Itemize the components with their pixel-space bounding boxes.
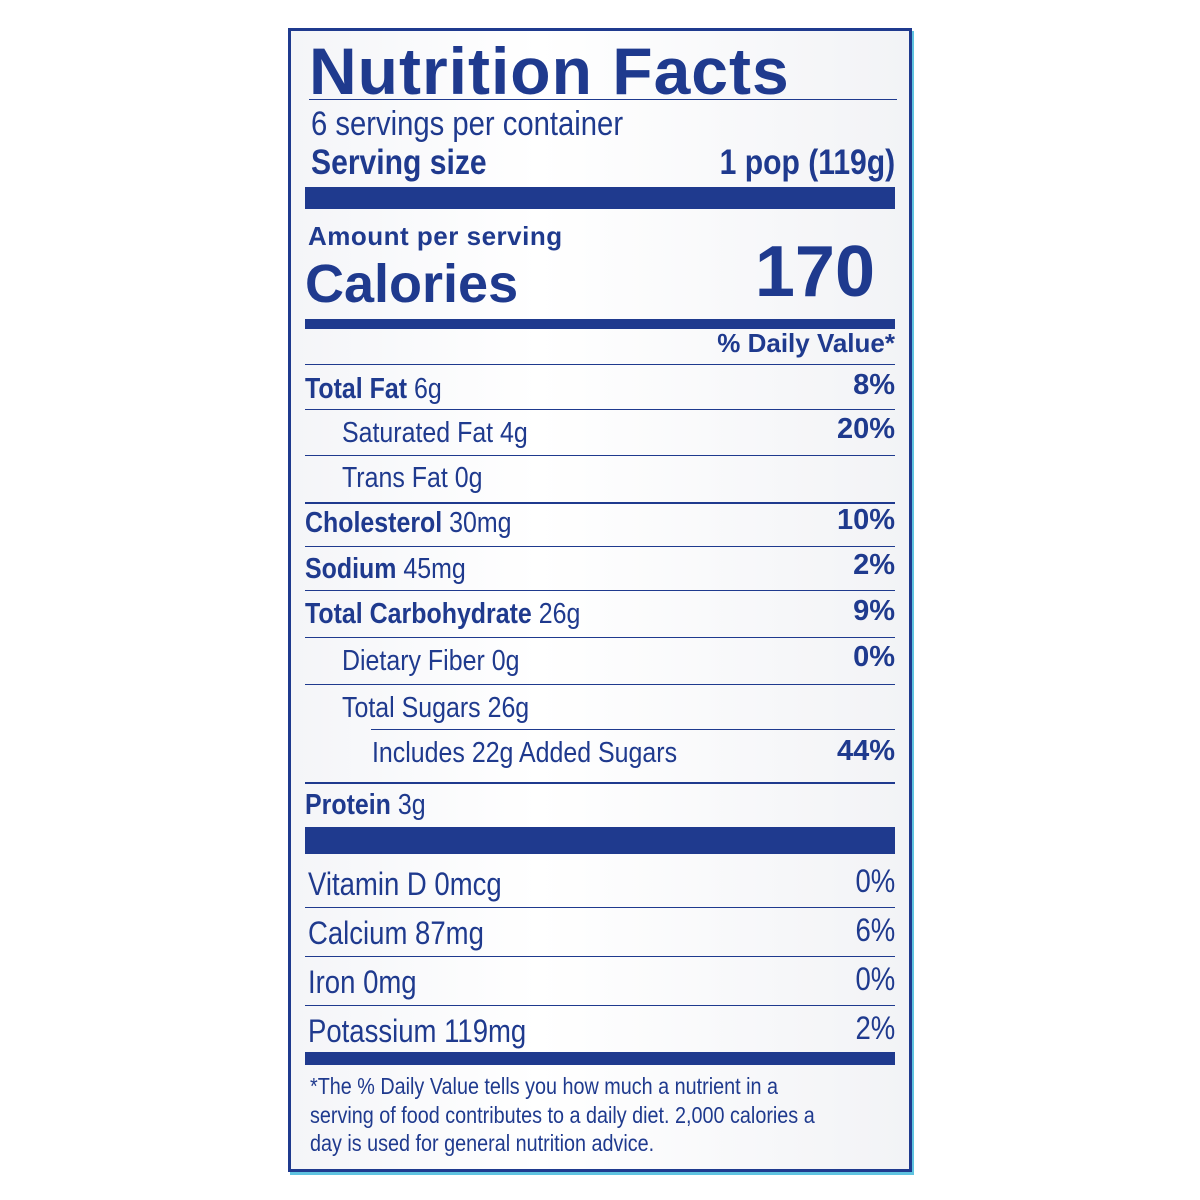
- divider: [305, 637, 895, 638]
- dv-total-fat: 8%: [853, 369, 895, 401]
- divider: [305, 956, 895, 957]
- medium-divider: [305, 319, 895, 329]
- dv-sodium: 2%: [853, 549, 895, 581]
- divider: [305, 455, 895, 456]
- divider: [305, 409, 895, 410]
- servings-per-container: 6 servings per container: [311, 105, 624, 143]
- daily-value-header: % Daily Value*: [717, 328, 895, 358]
- amount-per-serving: Amount per serving: [308, 221, 563, 251]
- dv-calcium: 6%: [855, 912, 895, 948]
- footnote: *The % Daily Value tells you how much a …: [310, 1072, 815, 1158]
- medium-divider: [305, 1052, 895, 1065]
- divider: [305, 546, 895, 547]
- nutrient-row-cholesterol: Cholesterol 30mg: [305, 507, 512, 539]
- serving-size-value: 1 pop (119g): [719, 143, 895, 182]
- thick-divider: [305, 827, 895, 854]
- dv-vitamin-d: 0%: [855, 863, 895, 899]
- divider: [371, 729, 895, 730]
- thick-divider: [305, 187, 895, 209]
- serving-size-label: Serving size: [311, 143, 487, 182]
- dv-added-sugars: 44%: [836, 735, 895, 767]
- nutrient-row-total-carbohydrate: Total Carbohydrate 26g: [305, 598, 581, 630]
- divider: [305, 782, 895, 784]
- divider: [309, 99, 897, 100]
- divider: [305, 907, 895, 908]
- footnote-line: day is used for general nutrition advice…: [310, 1130, 655, 1156]
- label-title: Nutrition Facts: [309, 34, 790, 108]
- divider: [305, 1005, 895, 1006]
- nutrient-row-sodium: Sodium 45mg: [305, 553, 466, 585]
- calories-label: Calories: [305, 254, 519, 314]
- calories-value: 170: [754, 232, 875, 312]
- vitamin-row-vitamin-d: Vitamin D 0mcg: [308, 866, 502, 902]
- dv-dietary-fiber: 0%: [853, 641, 895, 673]
- nutrient-row-total-sugars: Total Sugars 26g: [342, 692, 530, 724]
- nutrient-row-dietary-fiber: Dietary Fiber 0g: [342, 645, 520, 677]
- divider: [305, 590, 895, 591]
- footnote-line: serving of food contributes to a daily d…: [310, 1101, 815, 1128]
- vitamin-row-iron: Iron 0mg: [308, 964, 417, 1000]
- vitamin-row-calcium: Calcium 87mg: [308, 915, 484, 951]
- divider: [305, 502, 895, 504]
- dv-cholesterol: 10%: [836, 504, 895, 536]
- divider: [305, 364, 895, 365]
- dv-saturated-fat: 20%: [836, 413, 895, 445]
- vitamin-row-potassium: Potassium 119mg: [308, 1013, 527, 1049]
- nutrition-facts-label: Nutrition Facts 6 servings per container…: [288, 28, 912, 1172]
- nutrient-row-added-sugars: Includes 22g Added Sugars: [372, 737, 678, 769]
- dv-iron: 0%: [855, 961, 895, 997]
- divider: [305, 684, 895, 685]
- dv-total-carbohydrate: 9%: [853, 595, 895, 627]
- nutrient-row-total-fat: Total Fat 6g: [305, 373, 442, 405]
- nutrient-row-protein: Protein 3g: [305, 789, 426, 821]
- nutrient-row-trans-fat: Trans Fat 0g: [342, 462, 483, 494]
- nutrient-row-saturated-fat: Saturated Fat 4g: [342, 417, 528, 449]
- footnote-line: *The % Daily Value tells you how much a …: [310, 1073, 779, 1099]
- dv-potassium: 2%: [855, 1010, 895, 1046]
